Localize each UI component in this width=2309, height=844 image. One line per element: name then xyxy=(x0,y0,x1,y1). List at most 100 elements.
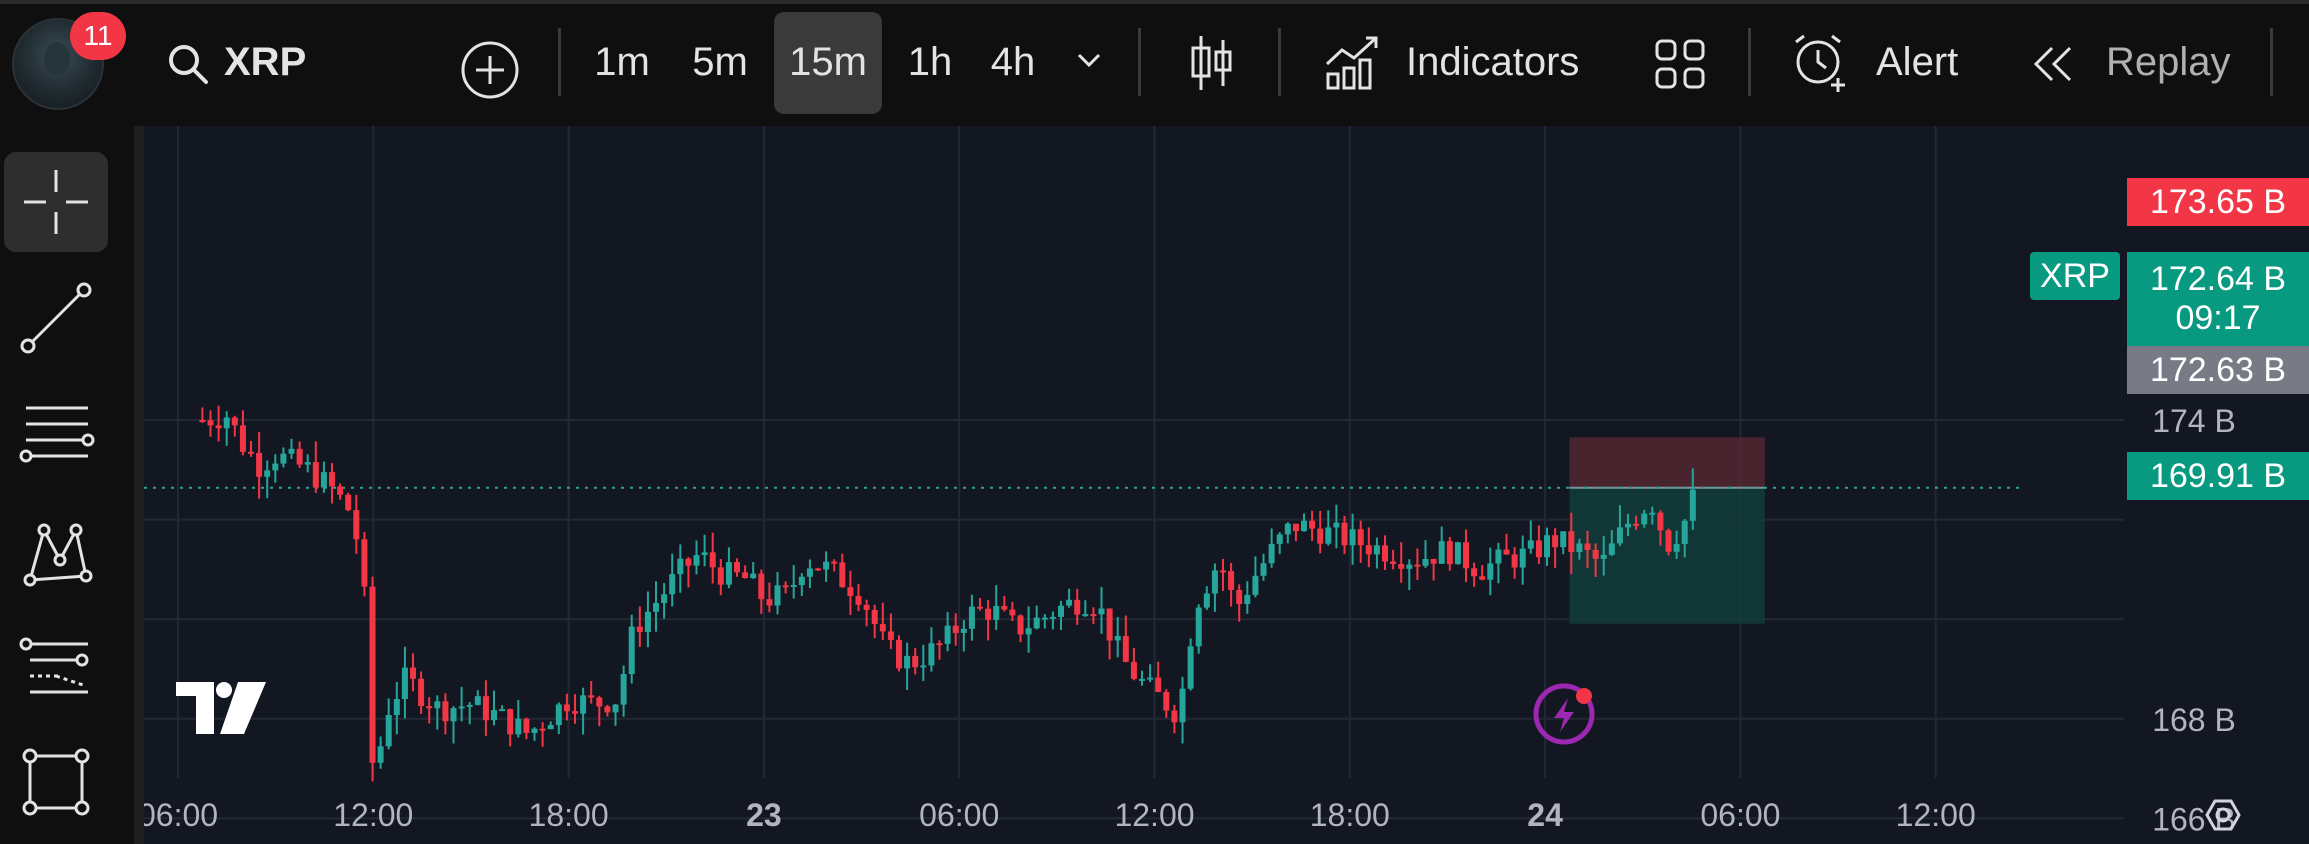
candle-body xyxy=(993,605,1000,620)
rectangle-icon xyxy=(22,748,90,816)
candle-body xyxy=(871,609,878,625)
candle-body xyxy=(944,625,951,644)
candle-body xyxy=(936,643,943,646)
candle-body xyxy=(1511,554,1518,568)
forecast-tool[interactable] xyxy=(4,616,108,716)
crosshair-tool[interactable] xyxy=(4,152,108,252)
current-price: 172.64 B xyxy=(2149,260,2287,298)
candle-body xyxy=(1171,710,1178,723)
candle-body xyxy=(806,568,813,577)
time-axis-label: 06:00 xyxy=(919,797,999,833)
rewind-icon[interactable] xyxy=(2030,44,2078,84)
candle-body xyxy=(1147,677,1154,680)
indicators-button[interactable]: Indicators xyxy=(1406,39,1580,84)
candle-body xyxy=(677,558,684,575)
candle-body xyxy=(1179,688,1186,723)
candle-body xyxy=(1560,531,1567,548)
interval-1m-button[interactable]: 1m xyxy=(594,39,650,84)
trendline-tool[interactable] xyxy=(4,268,108,368)
rectangle-tool[interactable] xyxy=(4,732,108,832)
candle-body xyxy=(1082,614,1089,617)
candle-body xyxy=(1373,545,1380,555)
candle-body xyxy=(1317,528,1324,544)
toolbar-separator xyxy=(1278,28,1281,96)
time-axis: 06:00 12:00 18:00 23 06:00 12:00 18:00 24 06:00 1… xyxy=(144,797,1976,833)
candle-body xyxy=(256,452,263,477)
candle-body xyxy=(539,728,546,731)
candle-body xyxy=(653,602,660,612)
candle-body xyxy=(434,701,441,709)
candle-body xyxy=(1495,549,1502,564)
chart-pane[interactable]: 174 B 168 B 166 B 06:00 12:00 18:00 23 06:00 12… xyxy=(144,126,2309,844)
candle-body xyxy=(296,448,303,465)
candle-body xyxy=(928,643,935,666)
candle-body xyxy=(588,695,595,698)
candle-body xyxy=(661,594,668,603)
candle-body xyxy=(968,606,975,629)
candle-body xyxy=(669,574,676,595)
symbol-search[interactable]: XRP xyxy=(224,39,307,84)
candle-body xyxy=(604,706,611,713)
indicators-icon[interactable] xyxy=(1324,34,1380,90)
alert-button[interactable]: Alert xyxy=(1876,39,1959,84)
candle-body xyxy=(863,604,870,610)
candle-body xyxy=(636,626,643,633)
candle-body xyxy=(1066,599,1073,606)
candle-body xyxy=(693,555,700,566)
candle-body xyxy=(960,628,967,633)
candle-body xyxy=(1657,512,1664,531)
candle-body xyxy=(1430,559,1437,564)
replay-button[interactable]: Replay xyxy=(2106,39,2231,84)
price-axis-label: 166 B xyxy=(2152,801,2236,837)
candle-body xyxy=(1641,513,1648,525)
candle-body xyxy=(1098,608,1105,615)
candle-body xyxy=(782,585,789,588)
layout-grid-icon[interactable] xyxy=(1654,38,1706,90)
candle-body xyxy=(1058,605,1065,617)
candle-body xyxy=(839,562,846,588)
candle-body xyxy=(1535,540,1542,558)
candle-body xyxy=(458,706,465,709)
candle-body xyxy=(272,463,279,471)
candle-body xyxy=(1195,607,1202,647)
current-price-tag: 172.64 B 09:17 xyxy=(2127,252,2309,346)
candle-body xyxy=(369,586,376,763)
time-axis-label: 24 xyxy=(1527,797,1563,833)
candle-body xyxy=(1649,512,1656,515)
candle-body xyxy=(1301,520,1308,532)
interval-4h-button[interactable]: 4h xyxy=(990,39,1036,84)
pattern-tool[interactable] xyxy=(4,500,108,600)
candle-body xyxy=(904,655,911,669)
candle-body xyxy=(320,472,327,488)
interval-15m-button[interactable]: 15m xyxy=(789,39,867,84)
candle-body xyxy=(1090,614,1097,617)
fib-retracement-tool[interactable] xyxy=(4,384,108,484)
interval-5m-button[interactable]: 5m xyxy=(692,39,748,84)
candle-body xyxy=(418,678,425,707)
candle-body xyxy=(1211,570,1218,594)
stop-loss-zone xyxy=(1569,437,1765,488)
chevron-down-icon[interactable] xyxy=(1074,50,1104,70)
add-symbol-icon[interactable] xyxy=(460,40,520,100)
candle-body xyxy=(798,576,805,586)
candle-body xyxy=(1422,559,1429,566)
candlestick-icon[interactable] xyxy=(1188,34,1236,92)
candle-body xyxy=(231,417,238,426)
alarm-icon[interactable] xyxy=(1790,32,1852,94)
search-icon[interactable] xyxy=(166,42,210,86)
candle-body xyxy=(239,425,246,452)
interval-1h-button[interactable]: 1h xyxy=(907,39,953,84)
candle-body xyxy=(401,667,408,700)
candle-body xyxy=(1268,543,1275,564)
candle-body xyxy=(1325,527,1332,544)
time-axis-label: 06:00 xyxy=(1700,797,1780,833)
candle-body xyxy=(1114,635,1121,641)
candle-body xyxy=(1471,568,1478,577)
stop-price-tag: 173.65 B xyxy=(2127,178,2309,226)
price-chart[interactable]: 174 B 168 B 166 B 06:00 12:00 18:00 23 06:00 12… xyxy=(144,126,2309,844)
interval-active-highlight xyxy=(774,12,882,114)
panel-divider xyxy=(134,126,144,844)
candle-body xyxy=(758,573,765,600)
target-price-tag: 169.91 B xyxy=(2127,452,2309,500)
candle-body xyxy=(1390,561,1397,564)
